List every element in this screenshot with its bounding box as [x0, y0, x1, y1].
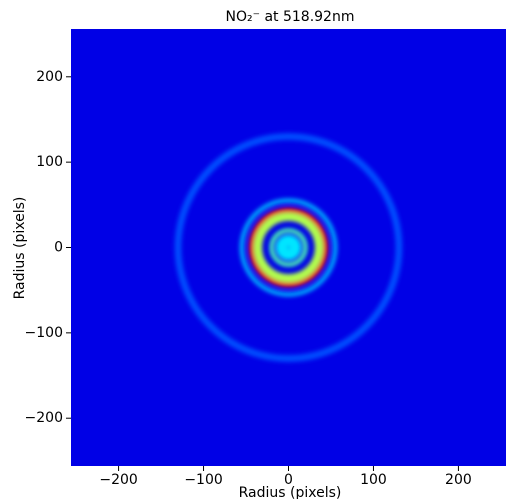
x-tick-label: 200 [445, 472, 472, 488]
ring [275, 234, 302, 261]
x-axis-label: Radius (pixels) [239, 485, 342, 499]
x-tick-label: −200 [99, 472, 137, 488]
y-tick-label: 200 [36, 69, 63, 85]
image [174, 133, 403, 362]
x-tick-label: 100 [360, 472, 387, 488]
y-tick-label: −100 [25, 325, 63, 341]
y-tick-label: −200 [25, 410, 63, 426]
ring [248, 207, 329, 288]
ring [269, 228, 308, 267]
y-tick-label: 100 [36, 154, 63, 170]
ring [174, 133, 403, 362]
chart-title: NO₂⁻ at 518.92nm [226, 9, 355, 25]
plot-background [71, 29, 506, 466]
y-axis-label: Radius (pixels) [12, 197, 28, 300]
x-tick-label: −100 [184, 472, 222, 488]
ring [239, 198, 338, 297]
y-tick-label: 0 [54, 240, 63, 256]
ring [253, 212, 324, 283]
x-tick-label: 0 [284, 472, 293, 488]
